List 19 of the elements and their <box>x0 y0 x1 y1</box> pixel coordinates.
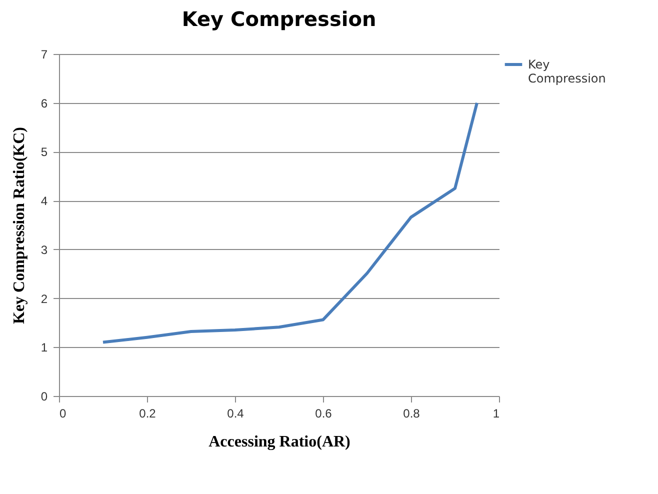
y-tick-label: 2 <box>40 292 48 306</box>
y-tick-label: 4 <box>40 194 48 208</box>
y-tick-label: 6 <box>40 96 48 110</box>
y-tick-label: 5 <box>40 145 48 160</box>
x-tick-label: 0 <box>60 406 66 420</box>
x-tick-label: 0.2 <box>139 406 156 420</box>
y-tick-label: 7 <box>40 48 48 62</box>
y-tick-label: 0 <box>40 390 48 404</box>
x-tick-label: 0.4 <box>227 406 244 420</box>
x-axis-title: Accessing Ratio(AR) <box>208 434 350 450</box>
x-tick-label: 1 <box>492 406 500 420</box>
y-tick-label: 1 <box>40 340 48 355</box>
y-tick-label: 3 <box>40 242 48 257</box>
x-tick-label: 0.6 <box>315 406 332 420</box>
x-tick-label: 0.8 <box>403 406 420 420</box>
y-axis-title: Key Compression Ratio(KC) <box>10 126 28 324</box>
legend-label: Key Compression <box>528 58 606 86</box>
line-series <box>102 101 478 344</box>
chart-title: Key Compression <box>182 7 376 31</box>
